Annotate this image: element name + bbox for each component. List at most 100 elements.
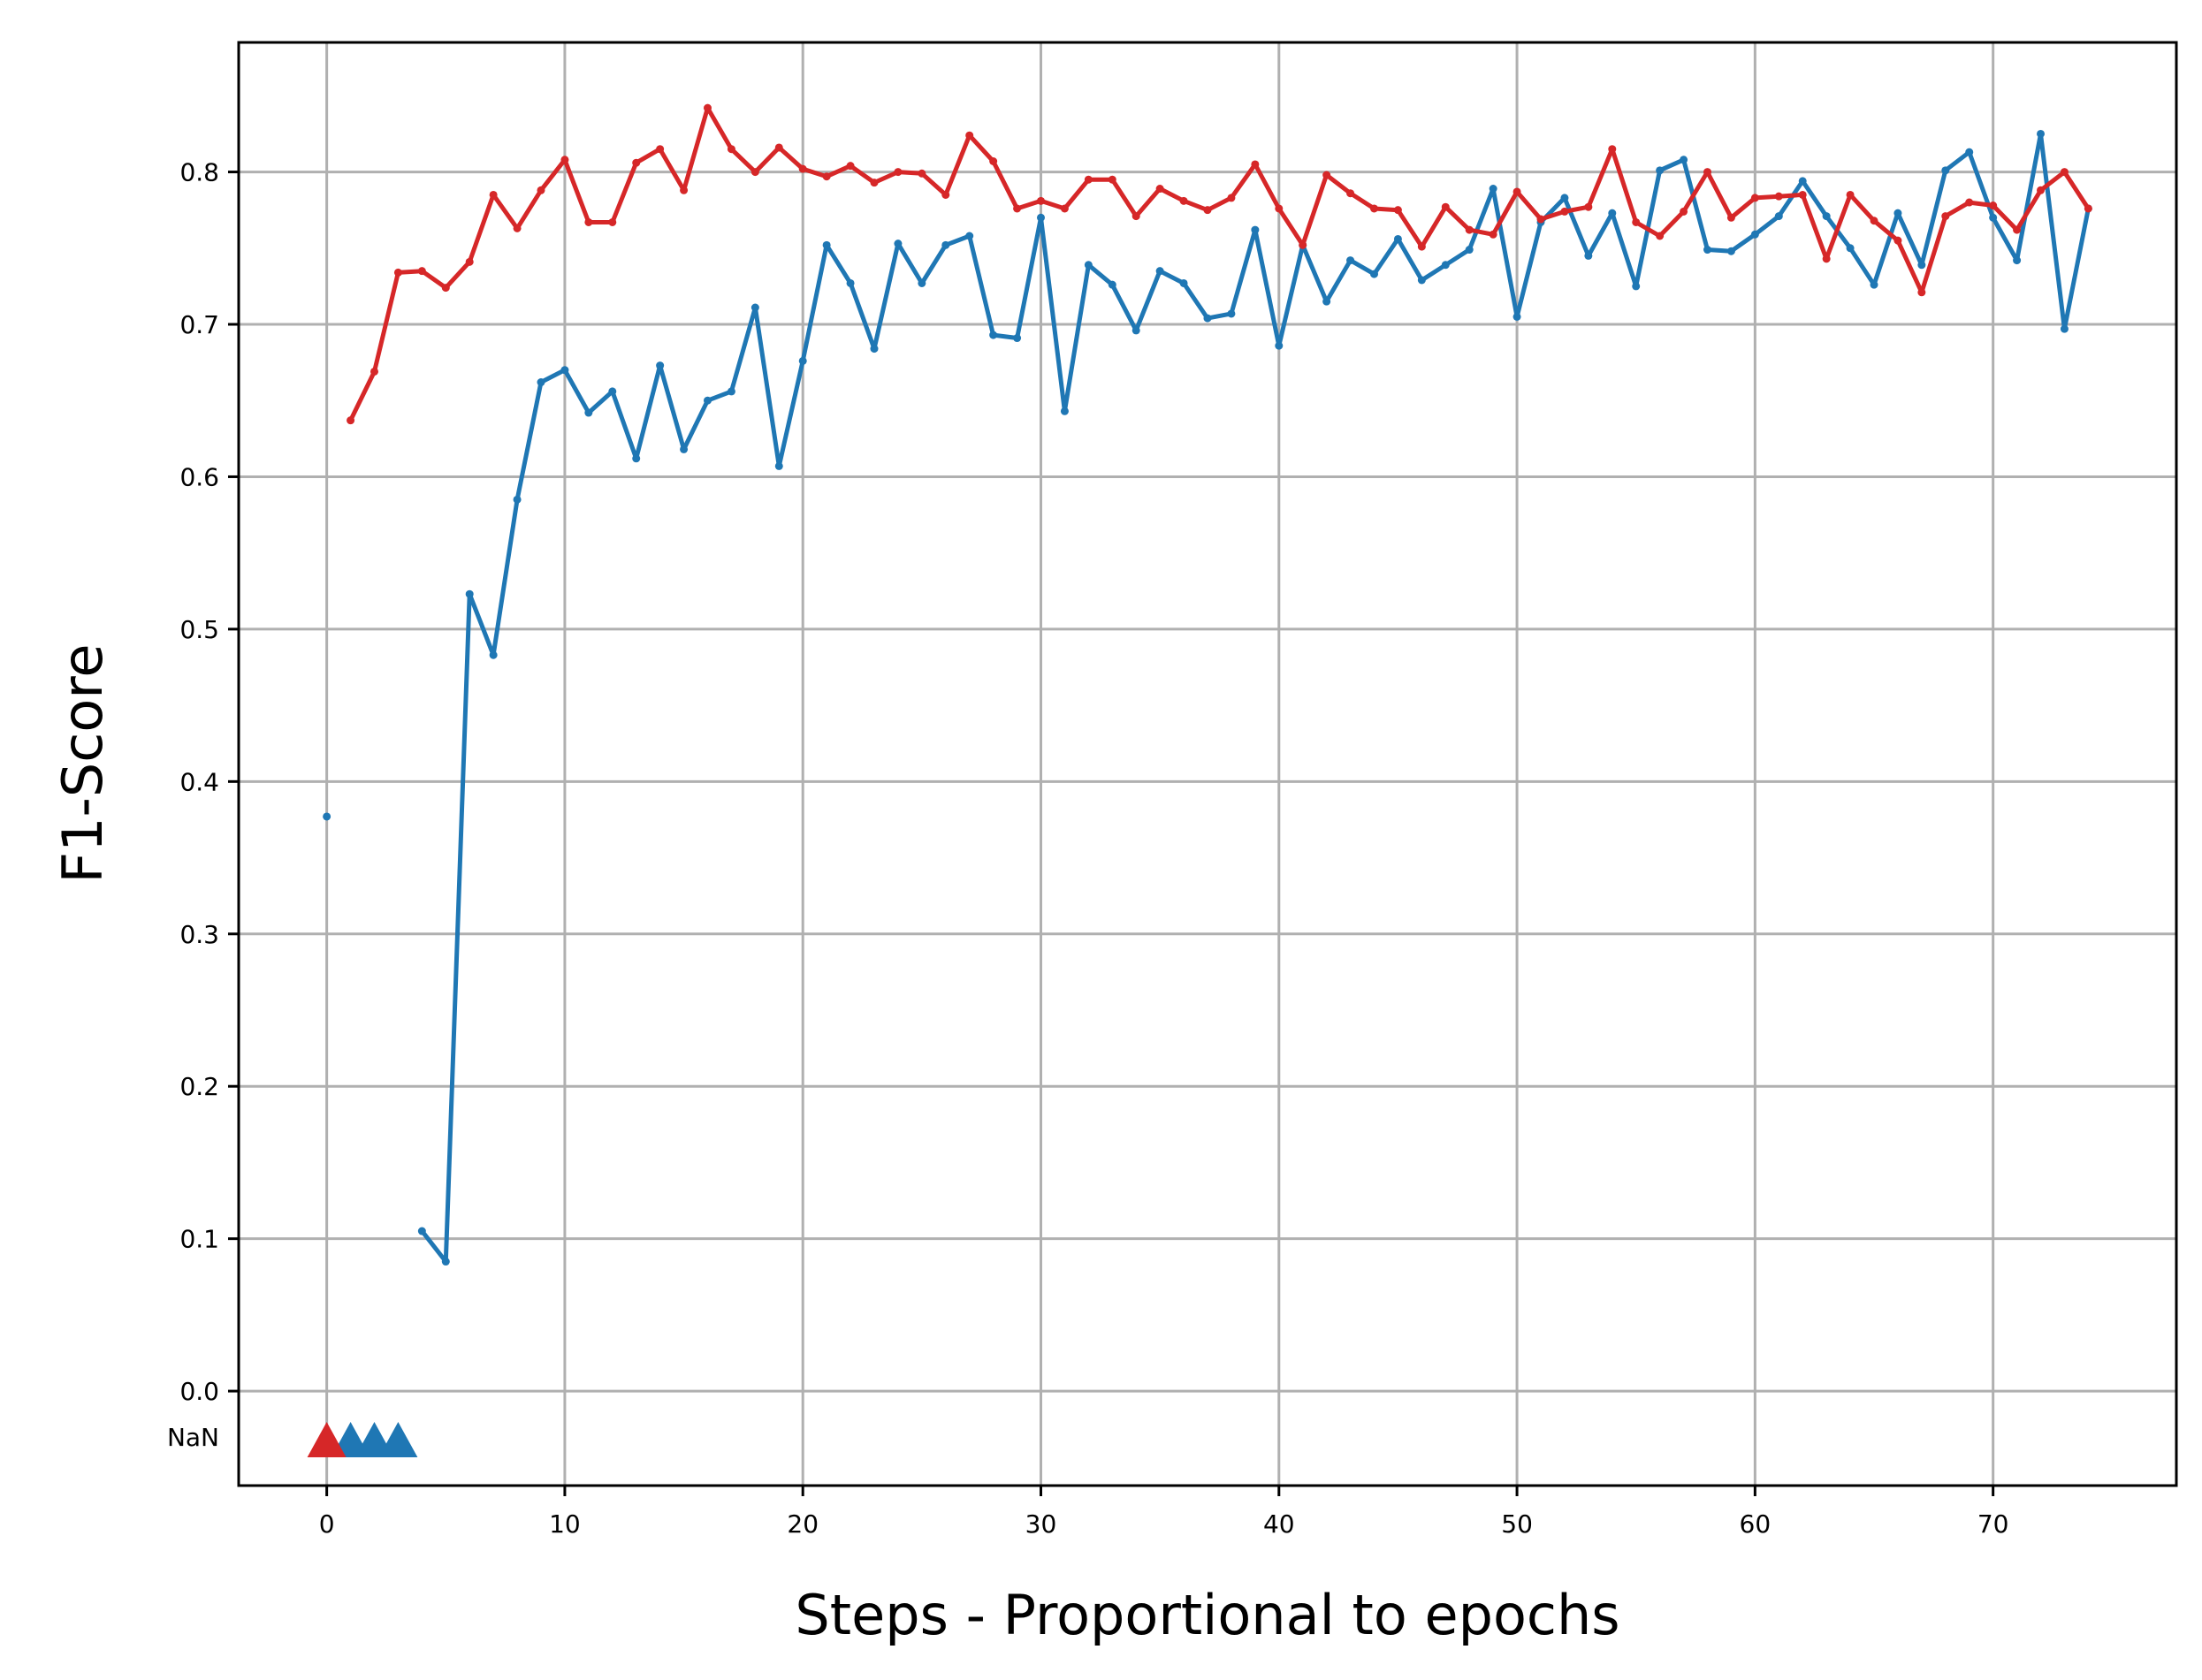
y-tick-label: 0.1 — [179, 1225, 219, 1254]
series-1-point — [1917, 261, 1926, 270]
y-tick-label: 0.3 — [179, 920, 219, 949]
series-2-point — [1108, 175, 1116, 184]
series-1-point — [1870, 280, 1878, 289]
y-axis-label: F1-Score — [50, 643, 115, 883]
series-1-point — [870, 345, 879, 353]
series-1-point — [1417, 276, 1426, 285]
series-1-point — [1680, 156, 1688, 164]
series-1-point — [1084, 261, 1093, 270]
series-2-point — [1703, 168, 1712, 177]
series-2-point — [1989, 201, 1998, 210]
series-2-point — [1750, 194, 1759, 202]
series-2-point — [1726, 213, 1735, 222]
series-2-point — [1870, 217, 1878, 225]
series-1-point — [822, 240, 831, 249]
series-1-point — [2060, 324, 2069, 333]
series-2-point — [1917, 288, 1926, 297]
x-tick-label: 40 — [1263, 1509, 1295, 1539]
series-1-point — [1275, 341, 1284, 350]
series-2-point — [1846, 190, 1855, 199]
series-2-point — [1465, 225, 1474, 234]
series-2-point — [513, 224, 522, 232]
series-1-point — [608, 387, 617, 396]
series-2-point — [918, 169, 926, 178]
x-tick-label: 70 — [1977, 1509, 2009, 1539]
series-2-point — [1275, 204, 1284, 213]
series-2-point — [608, 217, 617, 226]
y-tick-label: 0.7 — [179, 310, 219, 339]
series-1-point — [989, 331, 998, 339]
series-2-point — [1036, 196, 1045, 205]
series-1-point — [584, 408, 593, 417]
series-1-point — [1989, 213, 1998, 222]
series-2-point — [1608, 145, 1617, 154]
series-1-point — [656, 361, 665, 370]
series-1-nan-marker — [378, 1422, 418, 1457]
series-1-point — [513, 495, 522, 504]
series-1-point — [1393, 234, 1402, 243]
series-2-point — [870, 179, 879, 187]
series-2-nan-marker — [307, 1422, 347, 1457]
series-1-point — [1013, 334, 1022, 343]
series-2-point — [1155, 185, 1164, 194]
series-1-point — [894, 239, 903, 248]
series-1-point — [846, 278, 855, 287]
series-2-point — [489, 190, 498, 199]
series-1-point — [774, 461, 783, 470]
series-2-point — [1560, 207, 1569, 216]
series-1-point — [1227, 309, 1236, 318]
series-2-point — [703, 103, 712, 112]
series-1-point — [1060, 407, 1069, 415]
series-1-point — [1441, 261, 1450, 270]
series-1-point — [1179, 278, 1188, 287]
series-1-point — [1251, 225, 1260, 234]
series-2-point — [1941, 212, 1950, 221]
series-2-point — [1417, 242, 1426, 251]
series-2-point — [1774, 192, 1783, 201]
series-1-point — [560, 366, 569, 375]
series-2-point — [393, 268, 402, 277]
series-1-point — [1703, 246, 1712, 255]
series-2-point — [347, 416, 355, 425]
series-2-point — [894, 168, 903, 177]
series-2-point — [1536, 215, 1545, 224]
series-2-point — [560, 156, 569, 164]
y-tick-label: 0.0 — [179, 1377, 219, 1406]
series-1-point — [751, 303, 759, 312]
x-tick-label: 10 — [549, 1509, 581, 1539]
series-2-point — [1299, 240, 1307, 249]
series-1-point — [798, 356, 807, 365]
series-2-point — [846, 162, 855, 171]
series-1-point — [1036, 213, 1045, 222]
series-1-point — [1846, 244, 1855, 253]
series-1-point — [441, 1258, 450, 1266]
series-2-point — [1227, 194, 1236, 202]
series-1-point — [1489, 185, 1497, 194]
series-2-line — [348, 105, 2091, 423]
series-1-point — [918, 278, 926, 287]
series-2-point — [1441, 202, 1450, 211]
grid-lines — [239, 42, 2176, 1486]
series-1-point — [1465, 246, 1474, 255]
series-1-point — [1370, 270, 1379, 278]
series-2-point — [1680, 207, 1688, 216]
x-tick-label: 20 — [787, 1509, 819, 1539]
series-2-point — [370, 367, 378, 376]
series-2-point — [1489, 230, 1497, 239]
series-1-point — [1941, 166, 1950, 175]
series-2-point — [1965, 198, 1974, 207]
series-2-point — [1346, 189, 1355, 198]
series-1-point — [1155, 267, 1164, 276]
x-tick-label: 60 — [1740, 1509, 1772, 1539]
series-2-point — [1584, 202, 1593, 211]
series-1-point — [1346, 256, 1355, 265]
series-1-point — [1560, 194, 1569, 202]
series-2-point — [2037, 186, 2046, 194]
series-2-point — [774, 143, 783, 152]
x-tick-label: 30 — [1025, 1509, 1057, 1539]
series-2-point — [1251, 160, 1260, 169]
series-1-point — [2013, 256, 2022, 265]
series-2-point — [1131, 212, 1140, 221]
series-2-point — [727, 145, 735, 154]
series-1-point — [1822, 212, 1831, 221]
